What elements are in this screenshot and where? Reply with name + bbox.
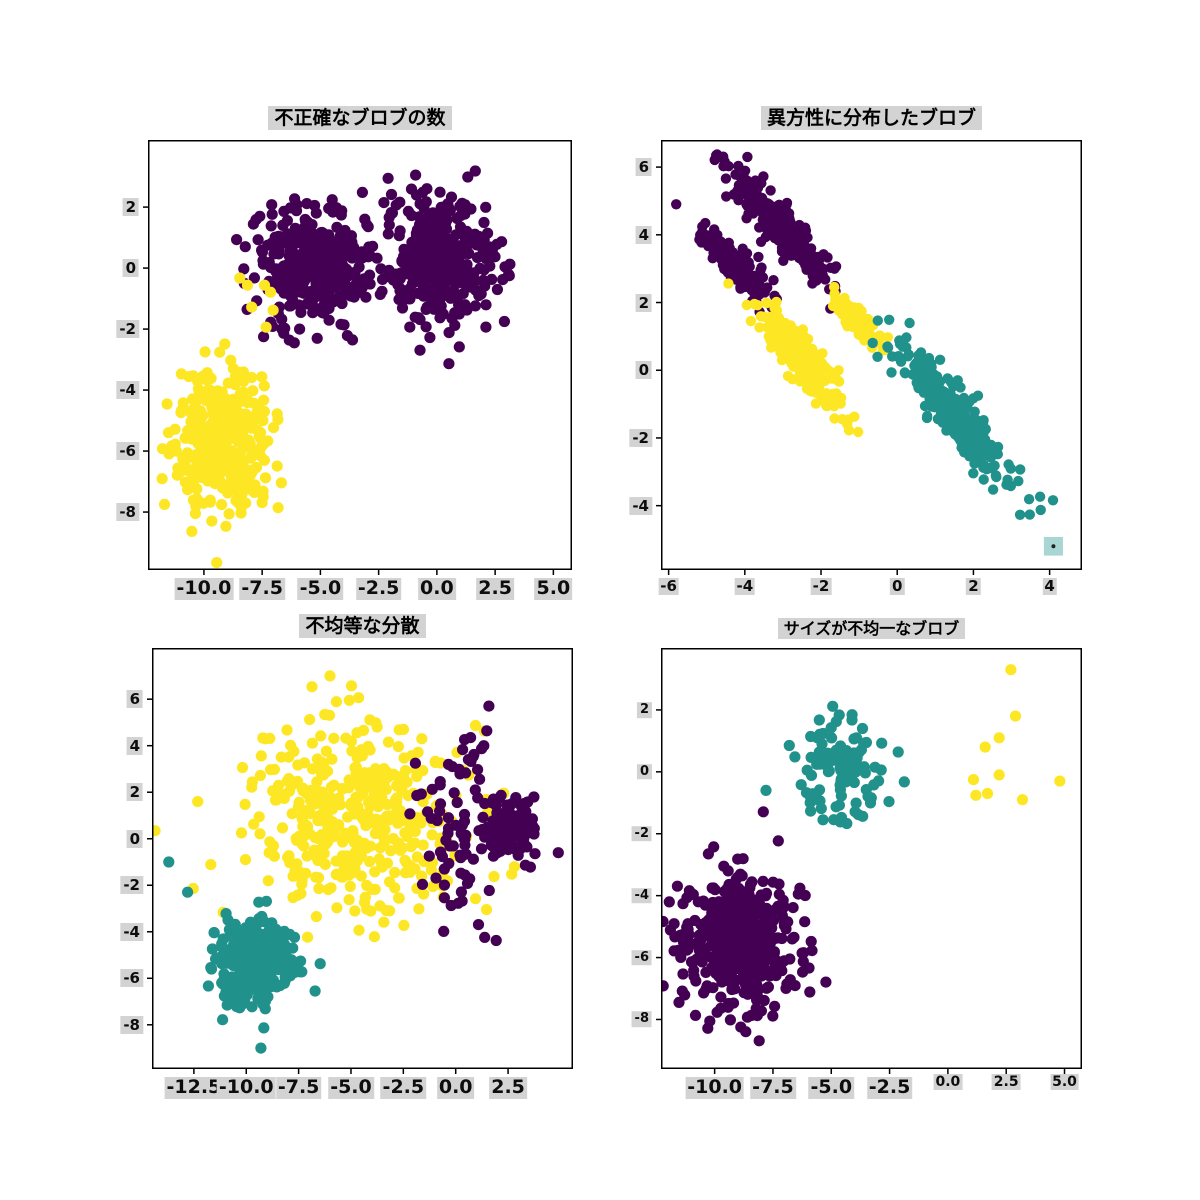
scatter-points xyxy=(661,664,1066,1047)
tick-marks xyxy=(656,709,1066,1074)
tick-marks xyxy=(656,166,1051,575)
x-tick-label: 0.0 xyxy=(436,1076,475,1099)
subplot-title-text: 異方性に分布したブロブ xyxy=(760,106,982,130)
x-tick-label: -10.0 xyxy=(685,1076,745,1099)
x-tick-label: -7.5 xyxy=(239,577,285,600)
y-tick-label: -4 xyxy=(120,922,143,941)
y-tick-label: -8 xyxy=(116,503,139,522)
axes-spines xyxy=(152,648,573,1069)
y-tick-label: 0 xyxy=(635,361,652,380)
x-tick-label: -5.0 xyxy=(328,1076,374,1099)
y-tick-label: 0 xyxy=(122,259,139,278)
x-tick-label: 4 xyxy=(1042,577,1057,596)
scatter-points xyxy=(156,165,516,569)
x-tick-label: -4 xyxy=(734,577,756,596)
x-tick-label: -2.5 xyxy=(866,1076,913,1099)
axes-spines xyxy=(148,140,572,570)
y-tick-label: -4 xyxy=(631,887,652,904)
x-tick-label: 0 xyxy=(889,577,905,596)
y-tick-label: 2 xyxy=(126,783,143,802)
subplot-incorrect-number-of-blobs: 不正確なブロブの数 -10.0 -7.5 -5.0 -2.5 0.0 2.5 5.0 2 0 -… xyxy=(116,106,573,600)
y-tick-label: -2 xyxy=(120,876,143,895)
y-tick-label: -4 xyxy=(116,381,139,400)
x-tick-label: -5.0 xyxy=(297,577,344,600)
axes-spines xyxy=(661,648,1082,1069)
x-tick-label: 2.5 xyxy=(489,1076,527,1099)
y-tick-label: -6 xyxy=(631,949,652,966)
subplot-title: 不正確なブロブの数 xyxy=(108,106,612,131)
y-tick-label: -2 xyxy=(629,428,652,447)
subplot-unequal-variance: 不均等な分散 -12.5 -10.0 -7.5 -5.0 -2.5 0.0 2.5 6 4 2 0… xyxy=(120,614,573,1099)
subplot-title: 異方性に分布したブロブ xyxy=(621,106,1122,131)
y-tick-label: -6 xyxy=(120,969,143,988)
subplot-title-text: 不正確なブロブの数 xyxy=(268,106,452,130)
x-tick-label: -7.5 xyxy=(750,1076,796,1099)
y-tick-label: 6 xyxy=(635,158,652,177)
scatter-plot-canvas xyxy=(656,648,1082,1074)
subplot-title-text: 不均等な分散 xyxy=(299,614,426,638)
subplot-title-text: サイズが不均一なブロブ xyxy=(777,618,966,639)
y-tick-label: 6 xyxy=(126,690,143,709)
y-tick-label: -8 xyxy=(631,1011,652,1028)
x-tick-label: 0.0 xyxy=(418,577,456,600)
subplot-unevenly-sized-blobs: サイズが不均一なブロブ -10.0 -7.5 -5.0 -2.5 0.0 2.5 5.0 2… xyxy=(631,618,1082,1099)
y-tick-label: -8 xyxy=(120,1015,143,1034)
y-tick-label: 2 xyxy=(122,198,139,217)
y-tick-label: -6 xyxy=(116,442,139,461)
x-tick-label: -6 xyxy=(658,577,679,596)
x-tick-label: 2.5 xyxy=(991,1074,1021,1091)
scatter-points xyxy=(152,670,564,1054)
x-tick-label: -2.5 xyxy=(380,1076,427,1099)
scatter-plot-canvas xyxy=(143,140,572,575)
x-tick-label: -10.0 xyxy=(216,1076,276,1099)
x-tick-label: 5.0 xyxy=(534,577,573,600)
subplot-anisotropic-blobs: 異方性に分布したブロブ -6 -4 -2 0 2 4 6 4 2 0 -2 -4 xyxy=(629,106,1082,596)
x-tick-label: 0.0 xyxy=(933,1074,963,1091)
x-tick-label: 2 xyxy=(966,577,981,596)
x-tick-label: -2 xyxy=(810,577,832,596)
y-tick-label: -2 xyxy=(631,825,652,842)
y-tick-label: 2 xyxy=(635,293,652,312)
x-tick-label: 5.0 xyxy=(1050,1074,1079,1091)
x-tick-label: -10.0 xyxy=(174,577,234,600)
tick-marks xyxy=(147,698,509,1074)
x-tick-label: 2.5 xyxy=(476,577,514,600)
scatter-plot-canvas xyxy=(656,140,1082,575)
x-tick-label: -12.5 xyxy=(164,1076,224,1099)
x-tick-label: -5.0 xyxy=(808,1076,855,1099)
y-tick-label: 4 xyxy=(126,736,143,755)
x-tick-label: -7.5 xyxy=(275,1076,322,1099)
y-tick-label: -4 xyxy=(629,496,652,515)
subplot-title: 不均等な分散 xyxy=(112,614,613,639)
y-tick-label: 4 xyxy=(635,225,652,244)
y-tick-label: 0 xyxy=(636,764,652,780)
x-tick-label: -2.5 xyxy=(355,577,402,600)
tick-marks xyxy=(143,206,555,575)
subplot-title: サイズが不均一なブロブ xyxy=(621,618,1122,640)
axes-spines xyxy=(661,140,1082,570)
y-tick-label: -2 xyxy=(116,320,139,339)
scatter-points xyxy=(671,149,1063,556)
scatter-plot-canvas xyxy=(147,648,573,1074)
y-tick-label: 2 xyxy=(636,702,652,718)
y-tick-label: 0 xyxy=(126,829,143,848)
